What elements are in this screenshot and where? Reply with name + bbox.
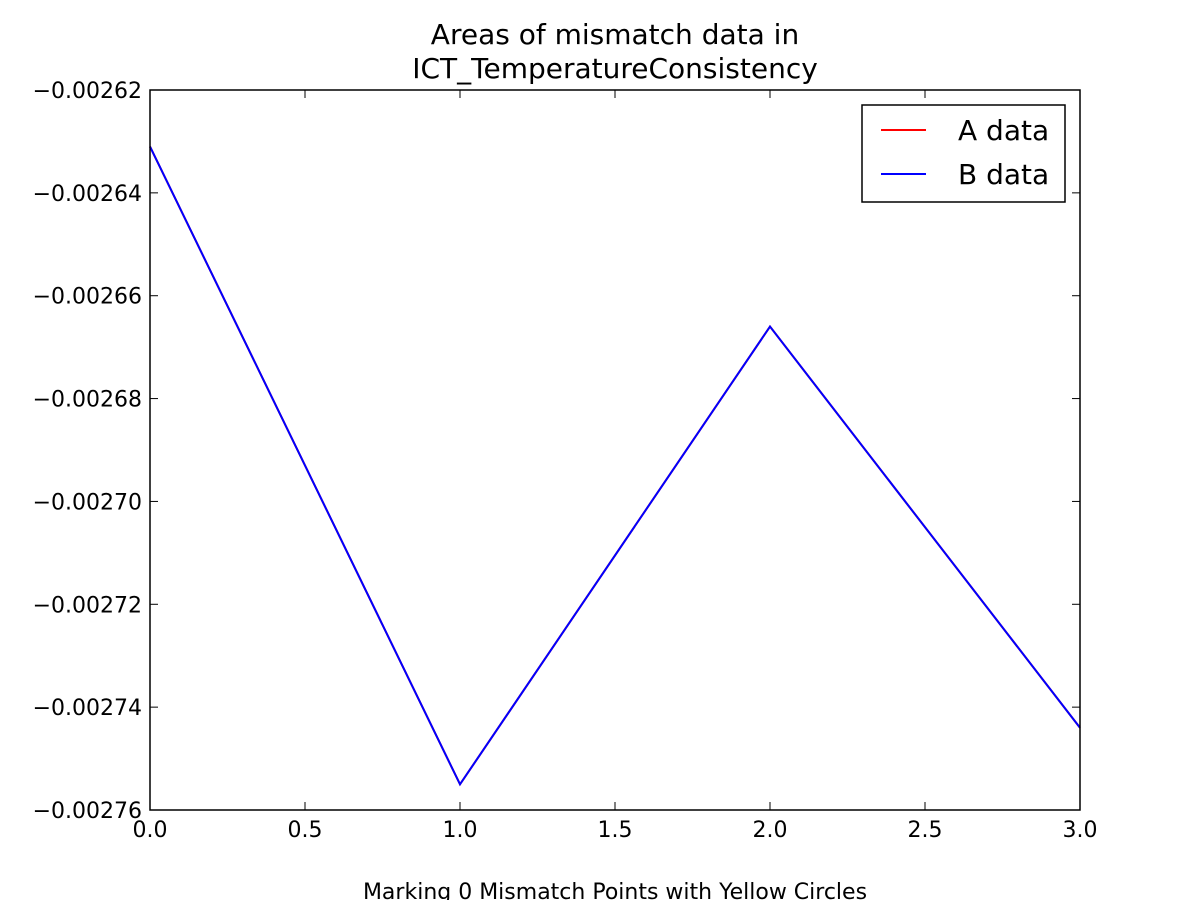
x-tick-label: 2.5: [908, 818, 943, 843]
legend: A data B data: [861, 104, 1066, 203]
y-tick-label: −0.00266: [33, 285, 142, 310]
y-tick-label: −0.00272: [33, 593, 142, 618]
y-axis: −0.00262 −0.00264 −0.00266 −0.00268 −0.00270…: [33, 79, 1080, 824]
series-line-a-data: [149, 146, 1081, 787]
y-tick-label: −0.00276: [33, 799, 142, 824]
x-tick-label: 3.0: [1063, 818, 1098, 843]
series-line-b-data: [149, 146, 1081, 787]
y-tick-label: −0.00262: [33, 79, 142, 104]
x-axis-label: Marking 0 Mismatch Points with Yellow Ci…: [363, 880, 867, 900]
y-tick-label: −0.00264: [33, 182, 142, 207]
legend-box: [861, 104, 1066, 203]
x-tick-label: 1.0: [443, 818, 478, 843]
x-tick-label: 0.0: [133, 818, 168, 843]
x-tick-label: 0.5: [288, 818, 323, 843]
chart-title: Areas of mismatch data inICT_Temperature…: [412, 18, 818, 85]
y-tick-label: −0.00270: [33, 490, 142, 515]
legend-label-a-data: A data: [958, 114, 1049, 147]
legend-label-b-data: B data: [958, 158, 1049, 191]
y-tick-label: −0.00274: [33, 696, 142, 721]
chart-title-line-1: Areas of mismatch data in: [431, 18, 799, 51]
chart-title-line-2: ICT_TemperatureConsistency: [412, 52, 818, 85]
x-axis: 0.0 0.5 1.0 1.5 2.0 2.5 3.0: [133, 90, 1098, 843]
x-tick-label: 2.0: [753, 818, 788, 843]
series-lines: [149, 146, 1081, 787]
x-tick-label: 1.5: [598, 818, 633, 843]
y-tick-label: −0.00268: [33, 388, 142, 413]
